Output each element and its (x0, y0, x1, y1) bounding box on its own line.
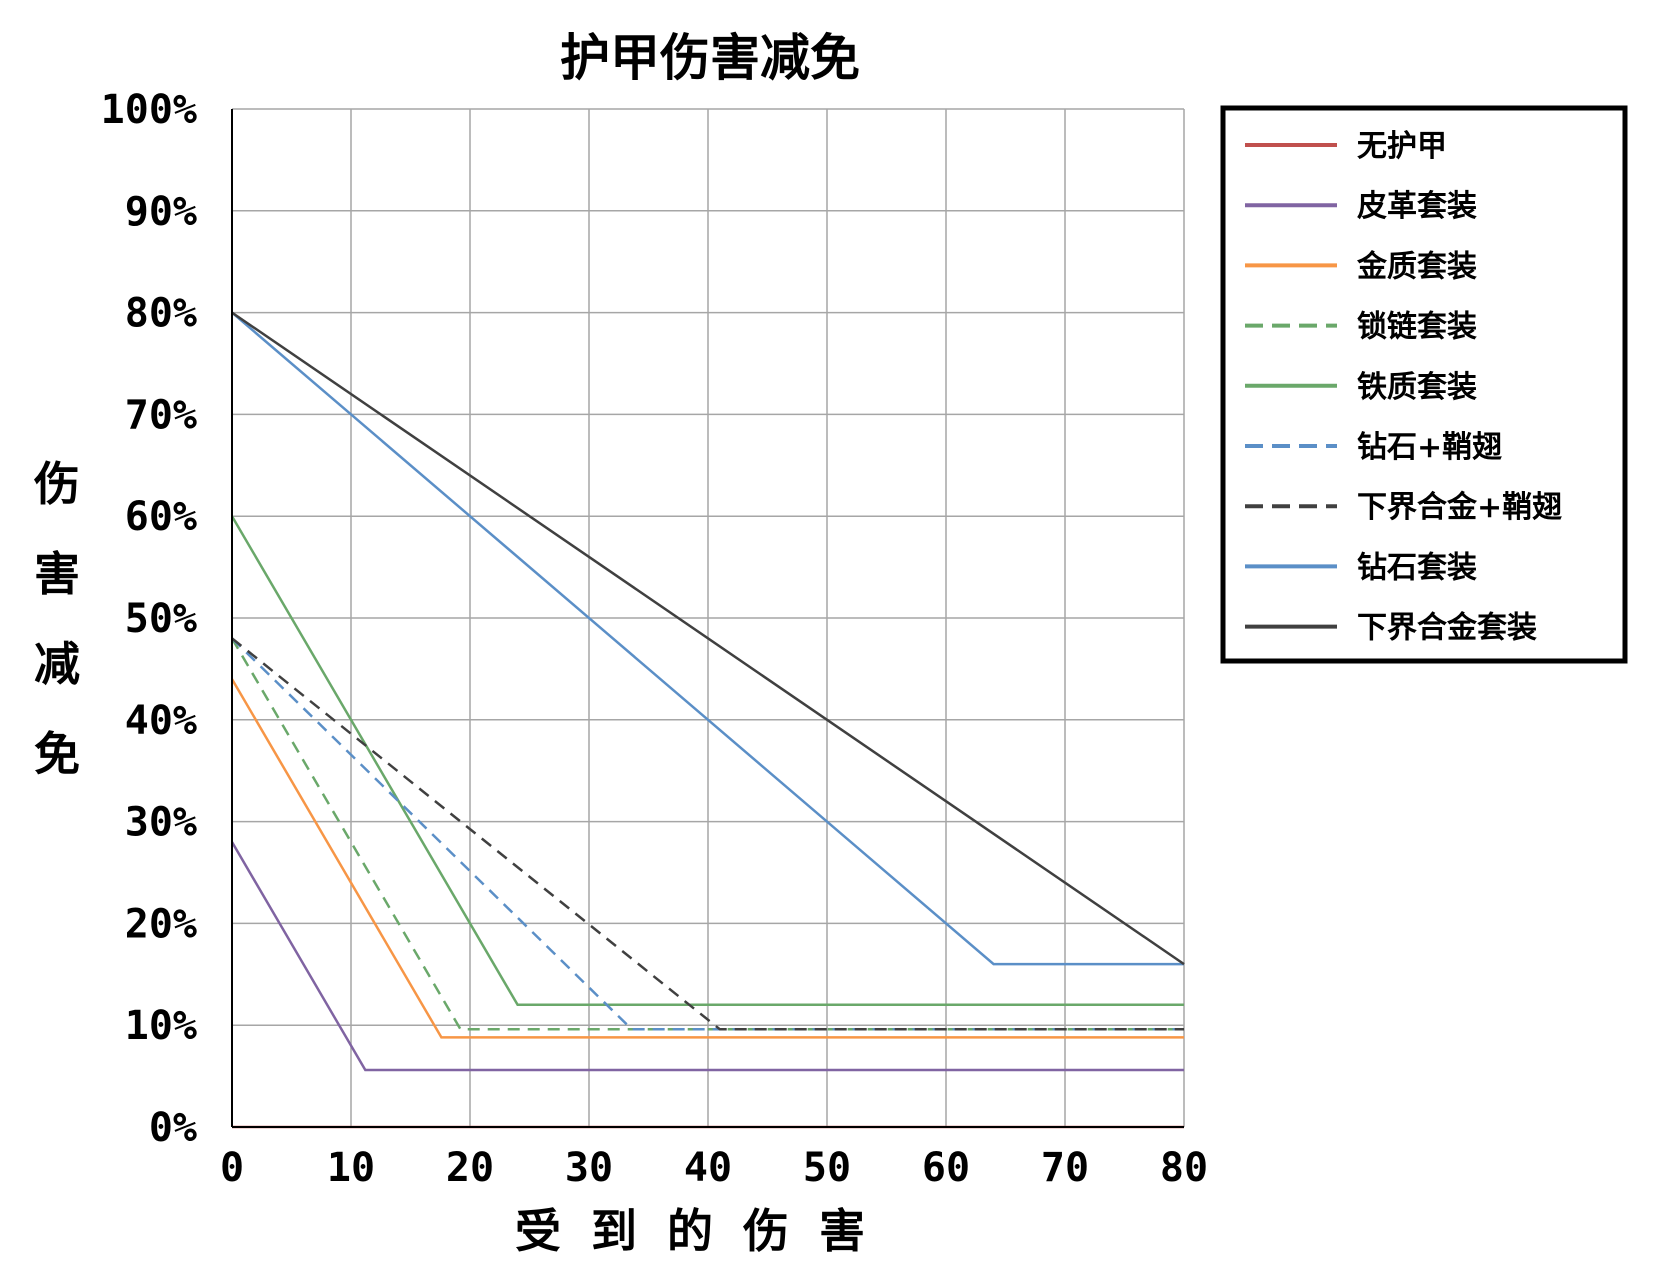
series-line-4 (230, 637, 1184, 1031)
y-tick-label: 20% (125, 901, 197, 947)
chart-title: 护甲伤害减免 (560, 28, 860, 87)
series-line-9 (231, 311, 1185, 966)
x-tick-label: 80 (1160, 1145, 1208, 1191)
x-tick-label: 20 (446, 1145, 494, 1191)
legend: 无护甲皮革套装金质套装锁链套装铁质套装钻石+鞘翅下界合金+鞘翅钻石套装下界合金套… (1220, 105, 1628, 664)
legend-label: 锁链套装 (1357, 310, 1477, 345)
x-tick-label: 30 (565, 1145, 613, 1191)
y-axis-label: 伤害减免 (33, 457, 80, 781)
series-line-2 (230, 841, 1184, 1072)
legend-label: 钻石套装 (1357, 550, 1477, 585)
y-tick-label: 100% (101, 87, 197, 133)
y-axis-ticks: 0% 10% 20% 30% 40% 50% 60% 70% 80% 90% 100% (101, 87, 197, 1151)
y-tick-label: 70% (125, 392, 197, 438)
axes (231, 109, 1184, 1128)
series-line-7 (231, 637, 1184, 1031)
x-tick-label: 40 (684, 1145, 732, 1191)
y-tick-label: 0% (149, 1105, 197, 1151)
y-tick-label: 10% (125, 1003, 197, 1049)
legend-label: 金质套装 (1356, 249, 1477, 284)
x-tick-label: 60 (922, 1145, 970, 1191)
x-axis-label: 受到的伤害 (515, 1204, 895, 1258)
x-tick-label: 10 (327, 1145, 375, 1191)
y-tick-label: 60% (125, 494, 197, 540)
legend-label: 铁质套装 (1357, 370, 1477, 405)
legend-label: 下界合金+鞘翅 (1357, 490, 1562, 525)
series-line-5 (230, 515, 1184, 1007)
series-line-3 (230, 678, 1184, 1039)
y-tick-label: 80% (125, 291, 197, 337)
legend-label: 皮革套装 (1357, 189, 1477, 224)
y-tick-label: 50% (125, 596, 197, 642)
legend-label: 钻石+鞘翅 (1357, 430, 1502, 465)
legend-label: 无护甲 (1357, 129, 1447, 164)
y-tick-label: 90% (125, 189, 197, 235)
x-axis-ticks: 0 10 20 30 40 50 60 70 80 (220, 1145, 1208, 1191)
x-tick-label: 70 (1041, 1145, 1089, 1191)
x-tick-label: 50 (803, 1145, 851, 1191)
legend-label: 下界合金套装 (1357, 611, 1537, 646)
series-line-8 (231, 311, 1184, 966)
y-tick-label: 30% (125, 800, 197, 846)
x-tick-label: 0 (220, 1145, 244, 1191)
grid-lines (231, 108, 1185, 1128)
y-tick-label: 40% (125, 698, 197, 744)
